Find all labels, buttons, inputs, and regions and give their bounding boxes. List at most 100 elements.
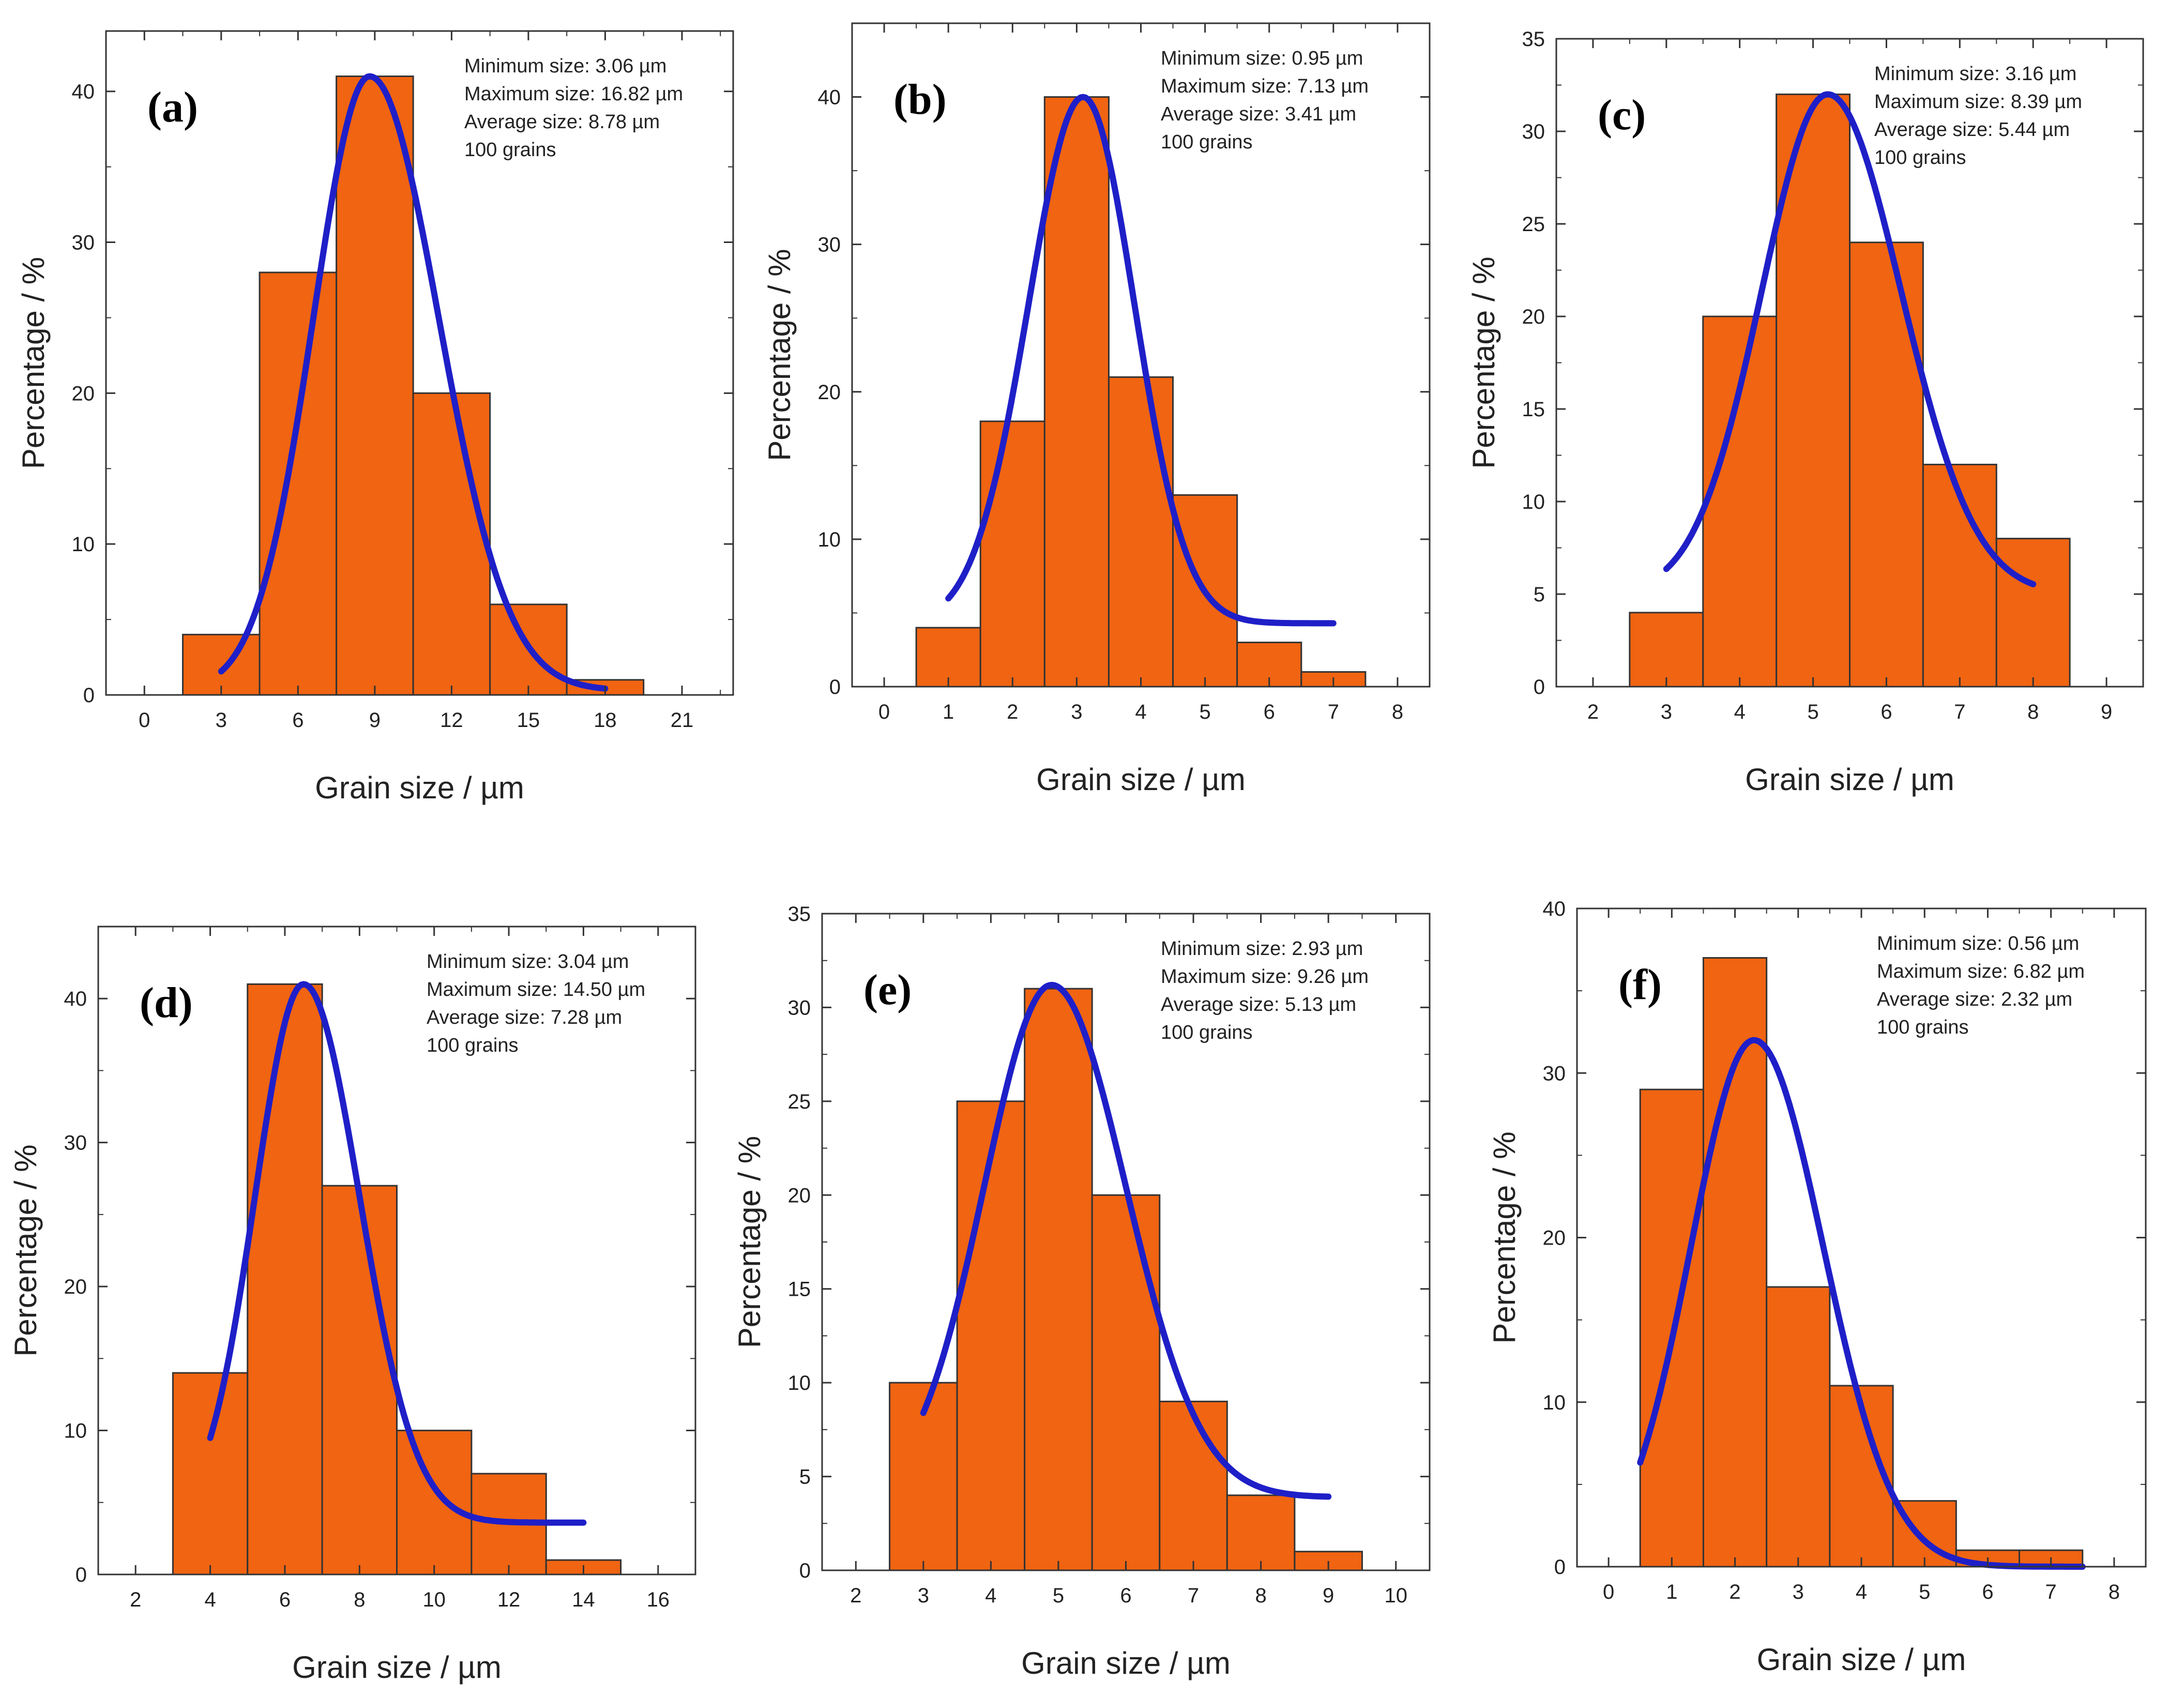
x-axis-title: Grain size / µm — [315, 770, 524, 805]
y-tick-label: 10 — [64, 1420, 87, 1443]
size-stat-line: Maximum size: 9.26 µm — [1161, 966, 1369, 988]
x-tick-label: 10 — [422, 1588, 446, 1611]
y-tick-label: 10 — [1543, 1391, 1566, 1414]
histogram-bar — [396, 1430, 473, 1575]
size-stat-line: Maximum size: 14.50 µm — [427, 979, 645, 1001]
x-tick-label: 6 — [1120, 1584, 1131, 1607]
y-axis-title: Percentage / % — [762, 249, 797, 461]
histogram-bar — [1091, 1194, 1161, 1571]
histogram-bar — [1849, 241, 1924, 688]
x-tick-label: 2 — [850, 1584, 861, 1607]
x-tick-label: 3 — [1793, 1581, 1804, 1603]
size-stat-line: Minimum size: 2.93 µm — [1161, 938, 1363, 960]
y-tick-label: 5 — [799, 1466, 811, 1489]
size-stat-line: Minimum size: 3.06 µm — [464, 55, 666, 77]
panel-e: 2 3 4 5 6 7 8 9 10 0 5 10 15 20 25 30 35 Grain size / µm P… — [732, 903, 1431, 1680]
size-stat-line: 100 grains — [1874, 147, 1966, 169]
histogram-bar — [1776, 93, 1851, 688]
x-tick-label: 6 — [279, 1588, 291, 1611]
y-tick-label: 40 — [64, 988, 87, 1010]
size-stat-line: Average size: 3.41 µm — [1161, 103, 1356, 125]
x-tick-label: 7 — [1188, 1584, 1199, 1607]
x-tick-label: 6 — [1982, 1581, 1993, 1603]
panel-d: 2 4 6 8 10 12 14 16 0 10 20 30 40 Grain size / µm Perc… — [8, 926, 696, 1685]
y-tick-label: 30 — [72, 232, 95, 254]
plot-frame — [105, 30, 734, 696]
panel-label: (f) — [1618, 961, 1662, 1009]
histogram-bar — [979, 420, 1045, 688]
x-tick-label: 4 — [204, 1588, 216, 1611]
x-axis-title: Grain size / µm — [292, 1650, 502, 1685]
x-tick-label: 1 — [943, 701, 954, 723]
x-tick-label: 7 — [1954, 701, 1965, 723]
x-tick-label: 5 — [1199, 701, 1210, 723]
x-tick-label: 16 — [647, 1588, 670, 1611]
x-tick-label: 8 — [354, 1588, 365, 1611]
panel-label: (c) — [1598, 91, 1646, 139]
histogram-bar — [1702, 315, 1778, 688]
panel-f: 0 1 2 3 4 5 6 7 8 0 10 20 30 40 Grain size / µm Percent… — [1487, 898, 2147, 1677]
x-tick-label: 7 — [2045, 1581, 2057, 1603]
fit-curve — [207, 981, 587, 1526]
x-tick-label: 2 — [1007, 701, 1018, 723]
x-axis-title: Grain size / µm — [1745, 762, 1954, 797]
histogram-bar — [321, 1185, 398, 1575]
x-tick-label: 2 — [1587, 701, 1599, 723]
y-tick-label: 0 — [799, 1559, 811, 1582]
y-axis-title: Percentage / % — [8, 1144, 43, 1356]
histogram-bar — [1226, 1494, 1296, 1571]
x-tick-label: 5 — [1807, 701, 1818, 723]
size-stat-line: 100 grains — [427, 1035, 518, 1056]
x-tick-label: 14 — [572, 1588, 595, 1611]
histogram-bar — [1995, 538, 2071, 688]
y-tick-label: 40 — [72, 81, 95, 103]
x-tick-label: 12 — [440, 709, 463, 732]
panel-label: (b) — [893, 75, 947, 124]
size-stat-line: Average size: 5.13 µm — [1161, 994, 1356, 1016]
histogram-bar — [259, 271, 338, 696]
size-stat-line: 100 grains — [1161, 131, 1252, 153]
size-stat-line: Minimum size: 0.56 µm — [1877, 933, 2079, 954]
histogram-bar — [1236, 641, 1302, 688]
x-tick-label: 4 — [1135, 701, 1146, 723]
x-axis-title: Grain size / µm — [1757, 1642, 1966, 1677]
y-axis-title: Percentage / % — [1466, 256, 1501, 468]
x-tick-label: 8 — [2109, 1581, 2120, 1603]
x-tick-label: 8 — [2027, 701, 2039, 723]
histogram-bar — [1629, 612, 1704, 688]
y-tick-label: 30 — [818, 234, 841, 256]
x-tick-label: 15 — [517, 709, 540, 732]
size-stat-line: Average size: 7.28 µm — [427, 1007, 622, 1028]
y-tick-label: 20 — [1543, 1227, 1566, 1250]
histogram-bar — [182, 633, 261, 696]
size-stat-line: Maximum size: 6.82 µm — [1877, 961, 2085, 982]
y-tick-label: 20 — [818, 381, 841, 404]
y-tick-label: 10 — [788, 1372, 811, 1395]
histogram-bar — [956, 1100, 1026, 1571]
x-tick-label: 10 — [1384, 1584, 1407, 1607]
x-tick-label: 6 — [292, 709, 304, 732]
histogram-bar — [172, 1372, 249, 1575]
histogram-bar — [1043, 96, 1110, 688]
x-tick-label: 0 — [139, 709, 150, 732]
x-tick-label: 3 — [1071, 701, 1082, 723]
y-tick-label: 25 — [788, 1090, 811, 1113]
y-tick-label: 40 — [1543, 898, 1566, 920]
x-tick-label: 2 — [1729, 1581, 1740, 1603]
x-tick-label: 0 — [1603, 1581, 1614, 1603]
panel-label: (e) — [863, 966, 912, 1014]
size-stat-line: Maximum size: 16.82 µm — [464, 83, 683, 105]
size-stat-line: Average size: 5.44 µm — [1874, 119, 2070, 141]
fit-curve — [945, 94, 1337, 627]
y-tick-label: 0 — [83, 684, 95, 707]
size-stat-line: Maximum size: 7.13 µm — [1161, 75, 1369, 97]
y-tick-label: 15 — [788, 1278, 811, 1301]
x-tick-label: 9 — [1323, 1584, 1334, 1607]
histogram-bar — [247, 983, 323, 1575]
histogram-bar — [1024, 988, 1093, 1571]
x-tick-label: 9 — [2101, 701, 2112, 723]
x-tick-label: 4 — [1734, 701, 1746, 723]
y-tick-label: 10 — [818, 528, 841, 551]
y-tick-label: 35 — [788, 903, 811, 926]
histogram-bar — [1702, 957, 1768, 1568]
